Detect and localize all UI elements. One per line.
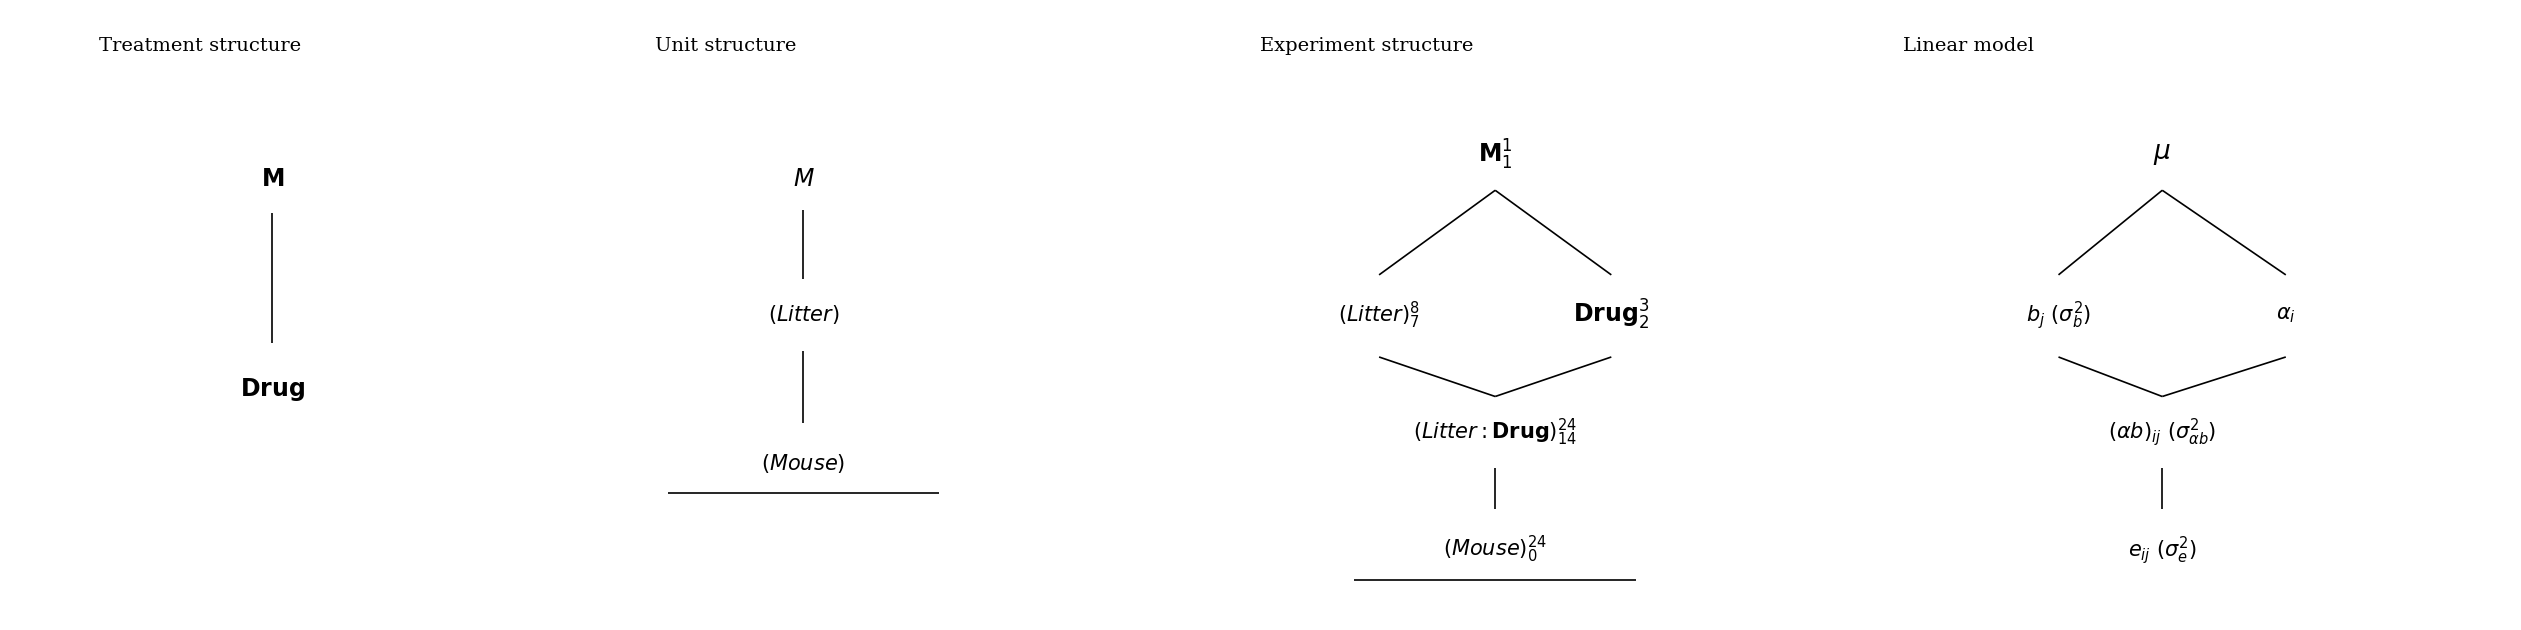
Text: $(\mathit{Litter}:\mathbf{Drug})_{14}^{24}$: $(\mathit{Litter}:\mathbf{Drug})_{14}^{2…: [1414, 416, 1578, 448]
Text: $b_j\ (\sigma_b^2)$: $b_j\ (\sigma_b^2)$: [2027, 299, 2090, 331]
Text: $e_{ij}\ (\sigma_e^2)$: $e_{ij}\ (\sigma_e^2)$: [2128, 534, 2196, 566]
Text: $\alpha_i$: $\alpha_i$: [2276, 305, 2297, 325]
Text: $\mathbf{M}_1^1$: $\mathbf{M}_1^1$: [1477, 137, 1513, 171]
Text: $(\mathit{Mouse})$: $(\mathit{Mouse})$: [761, 452, 845, 474]
Text: $(\mathit{Litter})_7^8$: $(\mathit{Litter})_7^8$: [1339, 299, 1419, 331]
Text: $M$: $M$: [792, 168, 814, 191]
Text: $\mathbf{Drug}$: $\mathbf{Drug}$: [239, 375, 305, 403]
Text: $\mathbf{M}$: $\mathbf{M}$: [260, 168, 285, 191]
Text: $(Litter)$: $(Litter)$: [766, 304, 839, 326]
Text: Treatment structure: Treatment structure: [98, 37, 303, 55]
Text: $\mathbf{Drug}_2^3$: $\mathbf{Drug}_2^3$: [1573, 298, 1649, 332]
Text: Unit structure: Unit structure: [655, 37, 797, 55]
Text: Linear model: Linear model: [1903, 37, 2034, 55]
Text: $(\mathit{Mouse})_0^{24}$: $(\mathit{Mouse})_0^{24}$: [1442, 534, 1548, 565]
Text: $\mu$: $\mu$: [2153, 142, 2171, 167]
Text: $(\alpha b)_{ij}\ (\sigma_{\alpha b}^2)$: $(\alpha b)_{ij}\ (\sigma_{\alpha b}^2)$: [2108, 416, 2216, 449]
Text: Experiment structure: Experiment structure: [1260, 37, 1475, 55]
